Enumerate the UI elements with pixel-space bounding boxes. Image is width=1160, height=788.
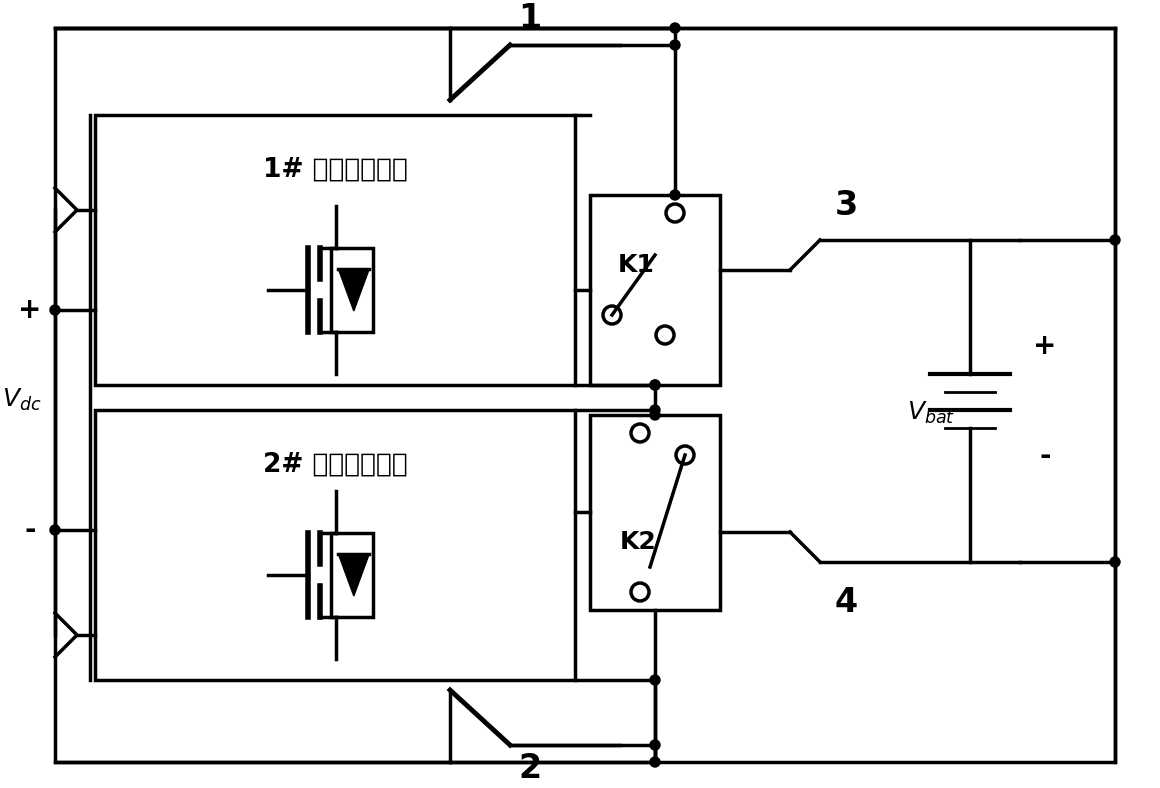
Circle shape	[1110, 557, 1121, 567]
Text: +: +	[19, 296, 42, 324]
Circle shape	[50, 525, 60, 535]
Text: 1: 1	[519, 2, 542, 35]
Text: -: -	[1039, 442, 1051, 470]
Circle shape	[650, 757, 660, 767]
Polygon shape	[339, 554, 369, 596]
Bar	[332, 248, 374, 332]
Text: $V_{dc}$: $V_{dc}$	[2, 387, 42, 413]
Circle shape	[650, 405, 660, 415]
Circle shape	[650, 675, 660, 685]
Text: $V_{bat}$: $V_{bat}$	[907, 400, 955, 426]
Text: 1# 双有源桥电路: 1# 双有源桥电路	[262, 157, 407, 183]
Text: 3: 3	[835, 188, 858, 221]
Circle shape	[650, 380, 660, 390]
Text: +: +	[1034, 332, 1057, 360]
Circle shape	[670, 40, 680, 50]
Text: 2: 2	[519, 752, 542, 785]
Text: 4: 4	[835, 585, 858, 619]
Circle shape	[650, 740, 660, 750]
Bar	[590, 195, 720, 385]
Polygon shape	[339, 269, 369, 311]
Circle shape	[670, 23, 680, 33]
Circle shape	[650, 380, 660, 390]
Circle shape	[50, 305, 60, 315]
Text: K2: K2	[619, 530, 657, 554]
Text: K1: K1	[618, 253, 655, 277]
Circle shape	[1110, 235, 1121, 245]
Circle shape	[670, 190, 680, 200]
Bar	[95, 115, 575, 385]
Text: -: -	[24, 516, 36, 544]
Bar	[590, 415, 720, 610]
Text: 2# 双有源桥电路: 2# 双有源桥电路	[262, 452, 407, 478]
Bar	[332, 533, 374, 617]
Circle shape	[650, 410, 660, 420]
Bar	[95, 410, 575, 680]
